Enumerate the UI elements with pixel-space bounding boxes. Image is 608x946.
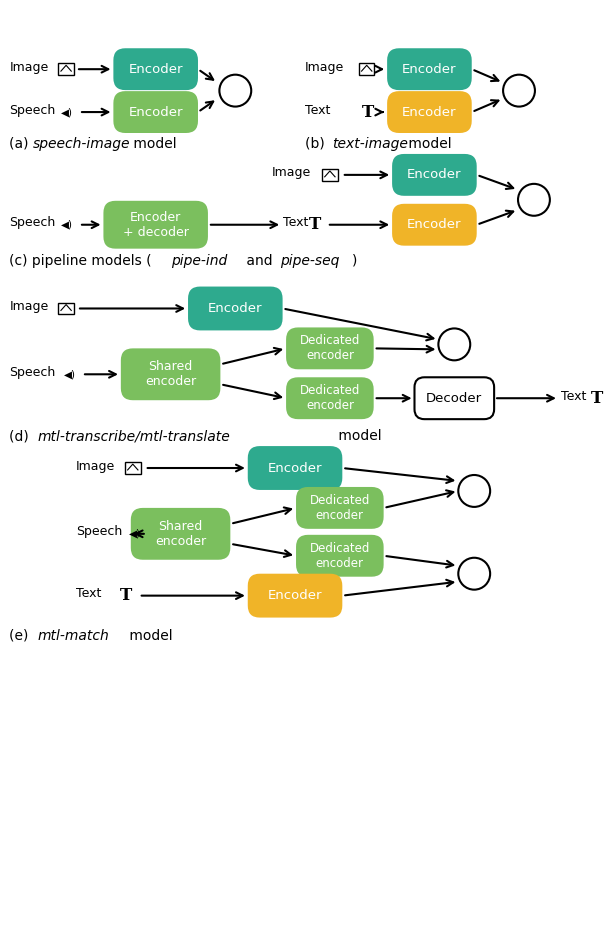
Circle shape [458,558,490,589]
Text: Image: Image [9,300,49,313]
Text: mtl-match: mtl-match [37,628,109,642]
FancyBboxPatch shape [247,573,342,618]
Circle shape [438,328,470,360]
Text: Encoder: Encoder [128,106,183,118]
FancyBboxPatch shape [121,348,220,400]
Text: Encoder: Encoder [407,219,461,231]
Text: Text: Text [76,587,102,600]
Text: ◀): ◀) [61,219,73,230]
Text: pipe-ind: pipe-ind [171,254,227,268]
Text: Text: Text [561,390,586,403]
Text: ◀): ◀) [64,369,76,379]
Text: ): ) [352,254,357,268]
Text: model: model [404,137,451,151]
Bar [58,63,74,75]
FancyBboxPatch shape [387,48,472,90]
Text: Image: Image [76,460,116,472]
Text: (d): (d) [9,429,33,443]
Text: Decoder: Decoder [426,392,482,405]
Text: model: model [334,429,381,443]
Text: Encoder: Encoder [407,168,461,182]
Text: Text: Text [305,103,330,116]
FancyBboxPatch shape [131,508,230,560]
FancyBboxPatch shape [103,201,208,249]
FancyBboxPatch shape [392,203,477,246]
Text: Encoder: Encoder [208,302,263,315]
Text: Speech: Speech [9,217,55,229]
FancyBboxPatch shape [113,91,198,133]
Text: Encoder: Encoder [268,462,322,475]
Text: Encoder: Encoder [402,106,457,118]
Bar [125,463,140,474]
Circle shape [503,75,535,107]
FancyBboxPatch shape [113,48,198,90]
Text: Dedicated
encoder: Dedicated encoder [309,494,370,522]
Text: Dedicated
encoder: Dedicated encoder [300,384,360,412]
FancyBboxPatch shape [415,377,494,419]
Text: model: model [125,628,173,642]
Text: Image: Image [272,166,311,180]
Text: T: T [309,217,321,234]
Text: T: T [590,390,603,407]
Text: Shared
encoder: Shared encoder [145,360,196,388]
Bar [359,63,375,75]
Bar [322,169,337,181]
FancyBboxPatch shape [286,327,374,369]
Text: T: T [362,103,374,120]
Text: Image: Image [9,61,49,74]
Text: Speech: Speech [76,525,122,538]
Text: and: and [242,254,277,268]
Text: mtl-transcribe/mtl-translate: mtl-transcribe/mtl-translate [37,429,230,443]
Text: Text: Text [283,217,308,229]
Text: T: T [120,587,132,604]
Text: (b): (b) [305,137,329,151]
Text: Dedicated
encoder: Dedicated encoder [300,334,360,362]
Text: (a): (a) [9,137,33,151]
FancyBboxPatch shape [392,154,477,196]
Text: Speech: Speech [9,103,55,116]
Text: text-image: text-image [332,137,408,151]
Text: (c) pipeline models (: (c) pipeline models ( [9,254,152,268]
Text: speech-image: speech-image [33,137,131,151]
Text: Encoder: Encoder [128,62,183,76]
Text: (e): (e) [9,628,33,642]
Text: Speech: Speech [9,366,55,378]
FancyBboxPatch shape [286,377,374,419]
Text: Encoder
+ decoder: Encoder + decoder [123,211,188,238]
Circle shape [458,475,490,507]
FancyBboxPatch shape [247,447,342,490]
Circle shape [219,75,251,107]
Text: Dedicated
encoder: Dedicated encoder [309,542,370,569]
Text: ◀): ◀) [129,529,141,539]
Bar [58,303,74,314]
FancyBboxPatch shape [188,287,283,330]
Circle shape [518,184,550,216]
Text: model: model [129,137,176,151]
Text: Shared
encoder: Shared encoder [155,519,206,548]
Text: pipe-seq: pipe-seq [280,254,339,268]
FancyBboxPatch shape [296,534,384,577]
FancyBboxPatch shape [296,487,384,529]
Text: Encoder: Encoder [268,589,322,603]
Text: Encoder: Encoder [402,62,457,76]
FancyBboxPatch shape [387,91,472,133]
Text: Image: Image [305,61,344,74]
Text: ◀): ◀) [61,107,73,117]
